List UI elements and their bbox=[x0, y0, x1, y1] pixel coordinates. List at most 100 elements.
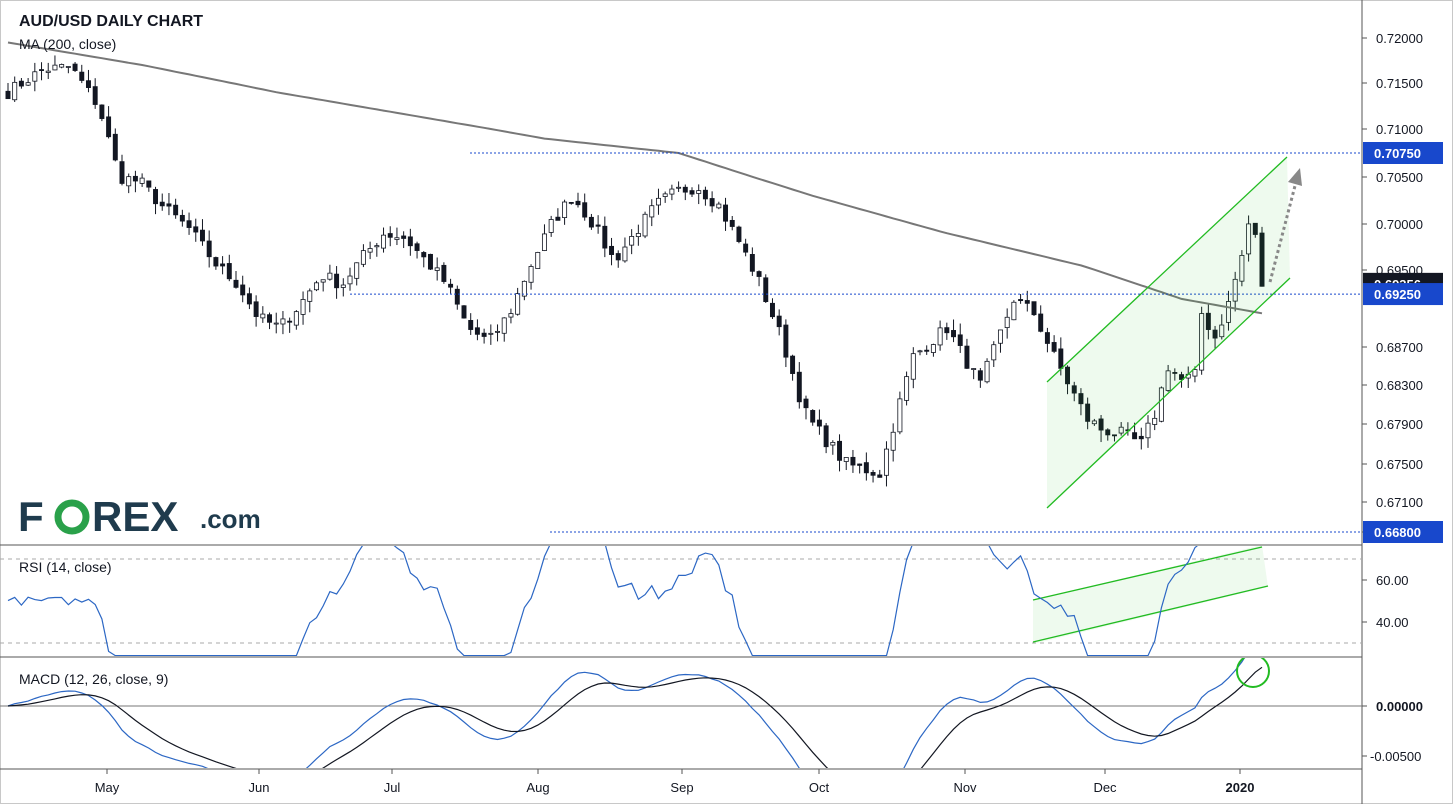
candle-body bbox=[1158, 387, 1164, 422]
candle-body bbox=[1179, 374, 1185, 380]
candle-body bbox=[890, 431, 896, 451]
candle-body bbox=[45, 70, 51, 73]
candle-body bbox=[568, 202, 574, 204]
candle-body bbox=[763, 277, 769, 302]
candle-body bbox=[1205, 312, 1211, 330]
candle-body bbox=[816, 419, 822, 427]
logo-letter-f: F bbox=[18, 493, 44, 540]
price-tick-label: 0.72000 bbox=[1376, 31, 1423, 46]
candle-body bbox=[1199, 313, 1205, 371]
candle-body bbox=[280, 318, 286, 325]
candle-body bbox=[541, 233, 547, 251]
candle-body bbox=[233, 279, 239, 288]
candle-body bbox=[595, 224, 601, 227]
candle-body bbox=[387, 233, 393, 238]
time-tick-label: 2020 bbox=[1226, 780, 1255, 795]
price-tick-label: 0.67100 bbox=[1376, 495, 1423, 510]
candle-body bbox=[65, 66, 71, 68]
candle-body bbox=[521, 280, 527, 297]
ma-200-line bbox=[7, 41, 1263, 315]
candle-body bbox=[1246, 223, 1252, 255]
candle-body bbox=[414, 243, 420, 251]
candle-body bbox=[347, 275, 353, 285]
candle-body bbox=[997, 329, 1003, 344]
candle-body bbox=[883, 448, 889, 476]
candle-body bbox=[1212, 329, 1218, 339]
candle-body bbox=[669, 188, 675, 195]
price-tick-label: 0.68700 bbox=[1376, 340, 1423, 355]
logo-suffix: .com bbox=[200, 504, 261, 534]
candle-body bbox=[1091, 420, 1097, 425]
candle-body bbox=[1058, 348, 1064, 369]
candle-body bbox=[937, 327, 943, 346]
candle-body bbox=[92, 86, 98, 105]
candle-body bbox=[971, 368, 977, 370]
candle-body bbox=[300, 299, 306, 315]
candle-body bbox=[709, 198, 715, 207]
rsi-label: RSI (14, close) bbox=[19, 559, 112, 575]
candle-body bbox=[1118, 426, 1124, 434]
candle-body bbox=[287, 320, 293, 323]
candle-body bbox=[837, 440, 843, 461]
candle-body bbox=[1152, 417, 1158, 425]
candle-body bbox=[99, 104, 105, 119]
candle-body bbox=[1078, 393, 1084, 405]
candle-body bbox=[790, 355, 796, 374]
candle-body bbox=[689, 190, 695, 195]
time-tick-label: Aug bbox=[526, 780, 549, 795]
candle-body bbox=[682, 186, 688, 193]
candle-body bbox=[226, 263, 232, 280]
candle-body bbox=[1239, 255, 1245, 282]
candle-body bbox=[79, 71, 85, 81]
candle-body bbox=[334, 273, 340, 289]
rsi-channel-lower bbox=[1032, 585, 1269, 643]
candle-body bbox=[951, 330, 957, 338]
time-tick-label: Jun bbox=[249, 780, 270, 795]
candle-body bbox=[407, 236, 413, 247]
candle-body bbox=[515, 293, 521, 315]
candle-body bbox=[12, 81, 18, 101]
candle-body bbox=[535, 252, 541, 269]
candle-body bbox=[495, 330, 501, 333]
rsi-tick-label: 40.00 bbox=[1376, 615, 1409, 630]
candle-body bbox=[1031, 301, 1037, 316]
candle-body bbox=[964, 345, 970, 369]
level-box-0.69250 bbox=[1363, 283, 1443, 306]
candle-body bbox=[944, 327, 950, 334]
candle-body bbox=[629, 236, 635, 246]
candle-body bbox=[642, 213, 648, 237]
candle-body bbox=[749, 254, 755, 272]
rsi-channel-fill bbox=[1033, 546, 1268, 644]
candle-body bbox=[1259, 232, 1265, 287]
candle-body bbox=[924, 349, 930, 352]
candle-body bbox=[273, 322, 279, 325]
candle-body bbox=[374, 245, 380, 248]
candle-body bbox=[984, 360, 990, 383]
candle-body bbox=[649, 205, 655, 218]
candle-body bbox=[830, 441, 836, 446]
candle-body bbox=[381, 234, 387, 249]
candle-body bbox=[307, 290, 313, 302]
candle-body bbox=[783, 324, 789, 358]
candle-body bbox=[1132, 432, 1138, 440]
candle-body bbox=[421, 252, 427, 258]
candle-body bbox=[427, 253, 433, 270]
candle-body bbox=[173, 204, 179, 216]
candle-body bbox=[1004, 316, 1010, 328]
level-box-label: 0.66800 bbox=[1374, 525, 1421, 540]
candle-body bbox=[602, 225, 608, 249]
candle-body bbox=[367, 248, 373, 253]
rsi-tick-label: 60.00 bbox=[1376, 573, 1409, 588]
candle-body bbox=[756, 271, 762, 277]
candle-body bbox=[676, 186, 682, 189]
candle-body bbox=[1044, 332, 1050, 344]
candle-body bbox=[1232, 278, 1238, 302]
price-tick-label: 0.67500 bbox=[1376, 457, 1423, 472]
candle-body bbox=[508, 313, 514, 318]
candle-body bbox=[957, 334, 963, 346]
channel-lower-line bbox=[1046, 277, 1291, 509]
candle-body bbox=[1138, 435, 1144, 440]
